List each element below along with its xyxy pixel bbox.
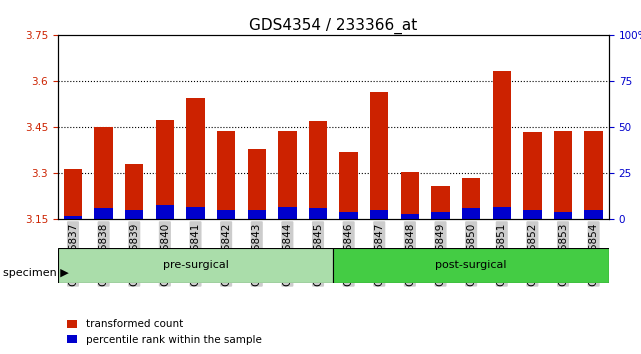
Bar bbox=[431, 212, 450, 219]
Bar bbox=[247, 149, 266, 219]
Bar bbox=[217, 210, 235, 219]
FancyBboxPatch shape bbox=[58, 248, 333, 283]
Bar bbox=[585, 210, 603, 219]
Bar bbox=[523, 210, 542, 219]
Text: post-surgical: post-surgical bbox=[435, 261, 507, 270]
Bar bbox=[187, 98, 204, 219]
Bar bbox=[125, 210, 144, 219]
Bar bbox=[401, 214, 419, 219]
Legend: transformed count, percentile rank within the sample: transformed count, percentile rank withi… bbox=[63, 315, 266, 349]
Bar bbox=[156, 120, 174, 219]
Bar bbox=[309, 209, 327, 219]
Bar bbox=[523, 132, 542, 219]
Bar bbox=[492, 207, 511, 219]
Bar bbox=[187, 207, 204, 219]
Bar bbox=[125, 164, 144, 219]
Title: GDS4354 / 233366_at: GDS4354 / 233366_at bbox=[249, 18, 417, 34]
Bar bbox=[64, 216, 82, 219]
Bar bbox=[340, 152, 358, 219]
Text: pre-surgical: pre-surgical bbox=[163, 261, 228, 270]
Bar bbox=[462, 209, 480, 219]
Text: specimen ▶: specimen ▶ bbox=[3, 268, 69, 278]
Bar bbox=[309, 121, 327, 219]
Bar bbox=[431, 186, 450, 219]
Bar bbox=[554, 131, 572, 219]
Bar bbox=[156, 205, 174, 219]
Bar bbox=[94, 209, 113, 219]
Bar bbox=[462, 178, 480, 219]
Bar bbox=[278, 207, 297, 219]
Bar bbox=[554, 212, 572, 219]
Bar bbox=[94, 127, 113, 219]
Bar bbox=[64, 169, 82, 219]
FancyBboxPatch shape bbox=[333, 248, 609, 283]
Bar bbox=[217, 131, 235, 219]
Bar bbox=[370, 92, 388, 219]
Bar bbox=[492, 71, 511, 219]
Bar bbox=[585, 131, 603, 219]
Bar bbox=[247, 210, 266, 219]
Bar bbox=[370, 210, 388, 219]
Bar bbox=[401, 172, 419, 219]
Bar bbox=[278, 131, 297, 219]
Bar bbox=[340, 212, 358, 219]
